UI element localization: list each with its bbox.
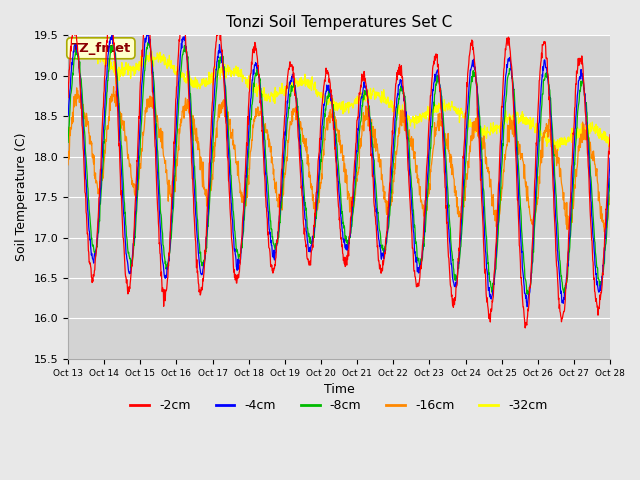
-16cm (424, 198, 431, 204)
X-axis label: Time: Time (324, 383, 355, 396)
-4cm (246, 113, 253, 119)
-32cm (542, 138, 550, 144)
-2cm (494, 193, 502, 199)
-8cm (424, 194, 431, 200)
Y-axis label: Soil Temperature (C): Soil Temperature (C) (15, 133, 28, 262)
Line: -8cm: -8cm (68, 42, 610, 295)
-16cm (606, 192, 614, 198)
-32cm (64, 52, 72, 58)
Legend: -2cm, -4cm, -8cm, -16cm, -32cm: -2cm, -4cm, -8cm, -16cm, -32cm (125, 395, 552, 418)
-16cm (172, 178, 180, 184)
-32cm (84, 35, 92, 40)
-16cm (110, 84, 118, 90)
-16cm (600, 229, 608, 235)
-4cm (172, 130, 180, 136)
Line: -4cm: -4cm (68, 31, 610, 307)
-4cm (524, 304, 531, 310)
-8cm (172, 155, 180, 161)
-16cm (246, 166, 253, 172)
-8cm (606, 176, 614, 181)
-32cm (424, 107, 431, 113)
-32cm (172, 69, 180, 74)
-2cm (185, 96, 193, 102)
-8cm (525, 292, 532, 298)
Line: -32cm: -32cm (68, 37, 610, 151)
-2cm (522, 325, 529, 331)
Line: -16cm: -16cm (68, 87, 610, 232)
-32cm (246, 80, 253, 85)
-16cm (185, 106, 193, 112)
Title: Tonzi Soil Temperatures Set C: Tonzi Soil Temperatures Set C (226, 15, 452, 30)
-4cm (606, 156, 614, 161)
-2cm (543, 56, 550, 61)
-4cm (145, 28, 152, 34)
-8cm (64, 140, 72, 145)
-4cm (543, 65, 550, 71)
-16cm (64, 162, 72, 168)
-2cm (143, 5, 150, 11)
-2cm (424, 155, 431, 160)
-8cm (145, 39, 153, 45)
-4cm (424, 176, 431, 182)
-2cm (172, 96, 180, 102)
-8cm (494, 231, 502, 237)
-32cm (494, 123, 502, 129)
-2cm (606, 132, 614, 138)
-16cm (542, 129, 550, 134)
-8cm (543, 73, 550, 79)
-2cm (64, 95, 72, 100)
-16cm (494, 216, 502, 222)
-4cm (64, 113, 72, 119)
-32cm (185, 80, 193, 86)
-32cm (554, 148, 562, 154)
-8cm (246, 136, 253, 142)
-4cm (494, 211, 502, 216)
-8cm (185, 68, 193, 74)
Text: TZ_fmet: TZ_fmet (71, 42, 131, 55)
Line: -2cm: -2cm (68, 8, 610, 328)
-32cm (606, 140, 614, 146)
-2cm (246, 88, 253, 94)
-4cm (185, 82, 193, 87)
